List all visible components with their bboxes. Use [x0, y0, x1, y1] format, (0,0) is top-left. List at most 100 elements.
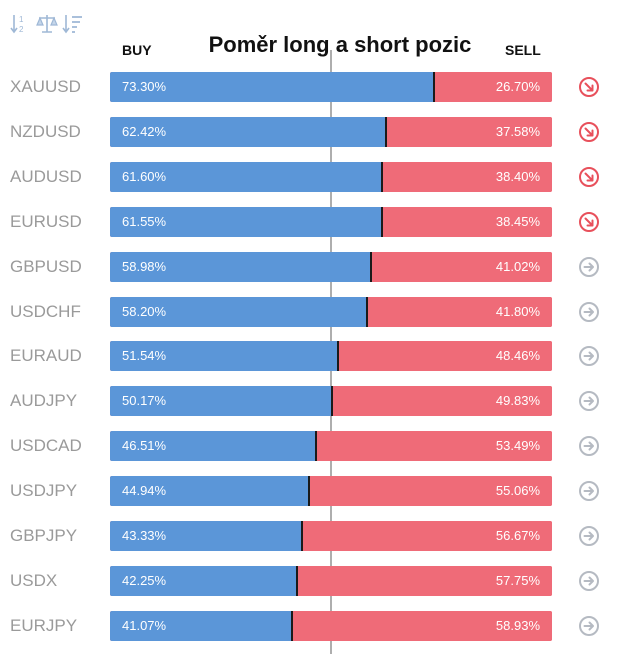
- buy-percentage-label: 58.20%: [122, 303, 167, 319]
- table-row: GBPUSD 58.98% 41.02%: [0, 251, 629, 282]
- sell-bar-segment: [385, 116, 552, 147]
- toolbar: 1 2: [10, 12, 82, 36]
- ratio-bar[interactable]: 61.60% 38.40%: [110, 161, 552, 192]
- symbol-label[interactable]: AUDUSD: [10, 166, 82, 186]
- table-row: AUDUSD 61.60% 38.40%: [0, 161, 629, 192]
- symbol-label[interactable]: EURAUD: [10, 346, 82, 366]
- buy-sell-divider: [381, 161, 384, 192]
- sell-percentage-label: 49.83%: [495, 393, 540, 409]
- sell-percentage-label: 58.93%: [495, 617, 540, 633]
- buy-percentage-label: 44.94%: [122, 483, 167, 499]
- sell-bar-segment: [315, 431, 552, 462]
- arrow-right-icon[interactable]: [578, 301, 600, 323]
- buy-bar-segment: [110, 251, 371, 282]
- sell-column-label: SELL: [505, 42, 541, 58]
- ratio-bar[interactable]: 44.94% 55.06%: [110, 476, 552, 507]
- arrow-right-icon[interactable]: [578, 435, 600, 457]
- buy-bar-segment: [110, 161, 383, 192]
- buy-bar-segment: [110, 72, 434, 102]
- arrow-right-icon[interactable]: [578, 345, 600, 367]
- buy-column-label: BUY: [122, 42, 152, 58]
- sell-bar-segment: [337, 341, 552, 372]
- buy-percentage-label: 61.60%: [122, 168, 167, 184]
- buy-sell-divider: [290, 610, 293, 641]
- buy-sell-divider: [381, 206, 384, 237]
- buy-percentage-label: 73.30%: [122, 79, 167, 94]
- ratio-bar[interactable]: 62.42% 37.58%: [110, 116, 552, 147]
- arrow-right-icon[interactable]: [578, 570, 600, 592]
- buy-percentage-label: 62.42%: [122, 123, 167, 139]
- buy-percentage-label: 51.54%: [122, 348, 167, 364]
- sell-percentage-label: 53.49%: [495, 438, 540, 454]
- symbol-label[interactable]: EURJPY: [10, 615, 78, 635]
- symbol-label[interactable]: GBPJPY: [10, 526, 78, 545]
- arrow-down-right-icon[interactable]: [578, 166, 600, 188]
- buy-bar-segment: [110, 521, 302, 551]
- symbol-label[interactable]: NZDUSD: [10, 121, 81, 141]
- ratio-bar[interactable]: 41.07% 58.93%: [110, 610, 552, 641]
- sell-percentage-label: 56.67%: [495, 528, 540, 543]
- buy-bar-segment: [110, 610, 292, 641]
- arrow-down-right-icon[interactable]: [578, 121, 600, 143]
- ratio-bar[interactable]: 58.20% 41.80%: [110, 296, 552, 327]
- arrow-right-icon[interactable]: [578, 390, 600, 412]
- sell-bar-segment: [367, 296, 552, 327]
- table-row: EURJPY 41.07% 58.93%: [0, 610, 629, 641]
- buy-bar-segment: [110, 296, 368, 327]
- sell-bar-segment: [331, 386, 552, 417]
- symbol-label[interactable]: EURUSD: [10, 211, 82, 231]
- symbol-label[interactable]: USDX: [10, 570, 58, 590]
- buy-bar-segment: [110, 206, 383, 237]
- sell-percentage-label: 38.40%: [495, 168, 540, 184]
- sell-bar-segment: [291, 610, 552, 641]
- table-row: USDCHF 58.20% 41.80%: [0, 296, 629, 327]
- symbol-label[interactable]: USDCHF: [10, 301, 81, 321]
- symbol-label[interactable]: GBPUSD: [10, 256, 82, 276]
- arrow-down-right-icon[interactable]: [578, 76, 600, 98]
- buy-sell-divider: [366, 296, 369, 327]
- ratio-bar[interactable]: 46.51% 53.49%: [110, 431, 552, 462]
- sort-descending-icon[interactable]: [62, 12, 84, 36]
- symbol-label[interactable]: USDCAD: [10, 436, 82, 456]
- balance-scale-icon[interactable]: [36, 12, 58, 36]
- symbol-label[interactable]: XAUUSD: [10, 77, 81, 96]
- arrow-down-right-icon[interactable]: [578, 211, 600, 233]
- buy-bar-segment: [110, 565, 297, 596]
- buy-sell-divider: [433, 72, 435, 102]
- ratio-bar[interactable]: 58.98% 41.02%: [110, 251, 552, 282]
- sell-bar-segment: [370, 251, 552, 282]
- sell-percentage-label: 26.70%: [495, 79, 540, 94]
- ratio-bar[interactable]: 42.25% 57.75%: [110, 565, 552, 596]
- buy-percentage-label: 46.51%: [122, 438, 167, 454]
- buy-sell-divider: [369, 251, 372, 282]
- ratio-bar[interactable]: 50.17% 49.83%: [110, 386, 552, 417]
- svg-text:1: 1: [19, 15, 24, 24]
- arrow-right-icon[interactable]: [578, 525, 600, 547]
- ratio-bar[interactable]: 61.55% 38.45%: [110, 206, 552, 237]
- sell-percentage-label: 38.45%: [495, 213, 540, 229]
- arrow-right-icon[interactable]: [578, 256, 600, 278]
- arrow-right-icon[interactable]: [578, 615, 600, 637]
- buy-percentage-label: 43.33%: [122, 528, 167, 543]
- arrow-right-icon[interactable]: [578, 480, 600, 502]
- table-row: USDX 42.25% 57.75%: [0, 565, 629, 596]
- symbol-label[interactable]: AUDJPY: [10, 391, 78, 411]
- sell-percentage-label: 37.58%: [495, 123, 540, 139]
- table-row: USDJPY 44.94% 55.06%: [0, 476, 629, 507]
- ratio-bar[interactable]: 51.54% 48.46%: [110, 341, 552, 372]
- sell-bar-segment: [434, 72, 552, 102]
- svg-text:2: 2: [19, 25, 24, 34]
- ratio-bar[interactable]: 73.30% 26.70%: [110, 72, 552, 102]
- ratio-bar[interactable]: 43.33% 56.67%: [110, 521, 552, 551]
- buy-bar-segment: [110, 431, 316, 462]
- buy-bar-segment: [110, 386, 332, 417]
- sell-bar-segment: [296, 565, 552, 596]
- symbol-label[interactable]: USDJPY: [10, 481, 78, 501]
- sell-bar-segment: [301, 521, 552, 551]
- table-row: NZDUSD 62.42% 37.58%: [0, 116, 629, 147]
- table-row: XAUUSD 73.30% 26.70%: [0, 72, 629, 102]
- buy-sell-divider: [330, 386, 333, 417]
- sort-alpha-icon[interactable]: 1 2: [10, 12, 32, 36]
- buy-percentage-label: 42.25%: [122, 572, 167, 588]
- sell-bar-segment: [382, 161, 552, 192]
